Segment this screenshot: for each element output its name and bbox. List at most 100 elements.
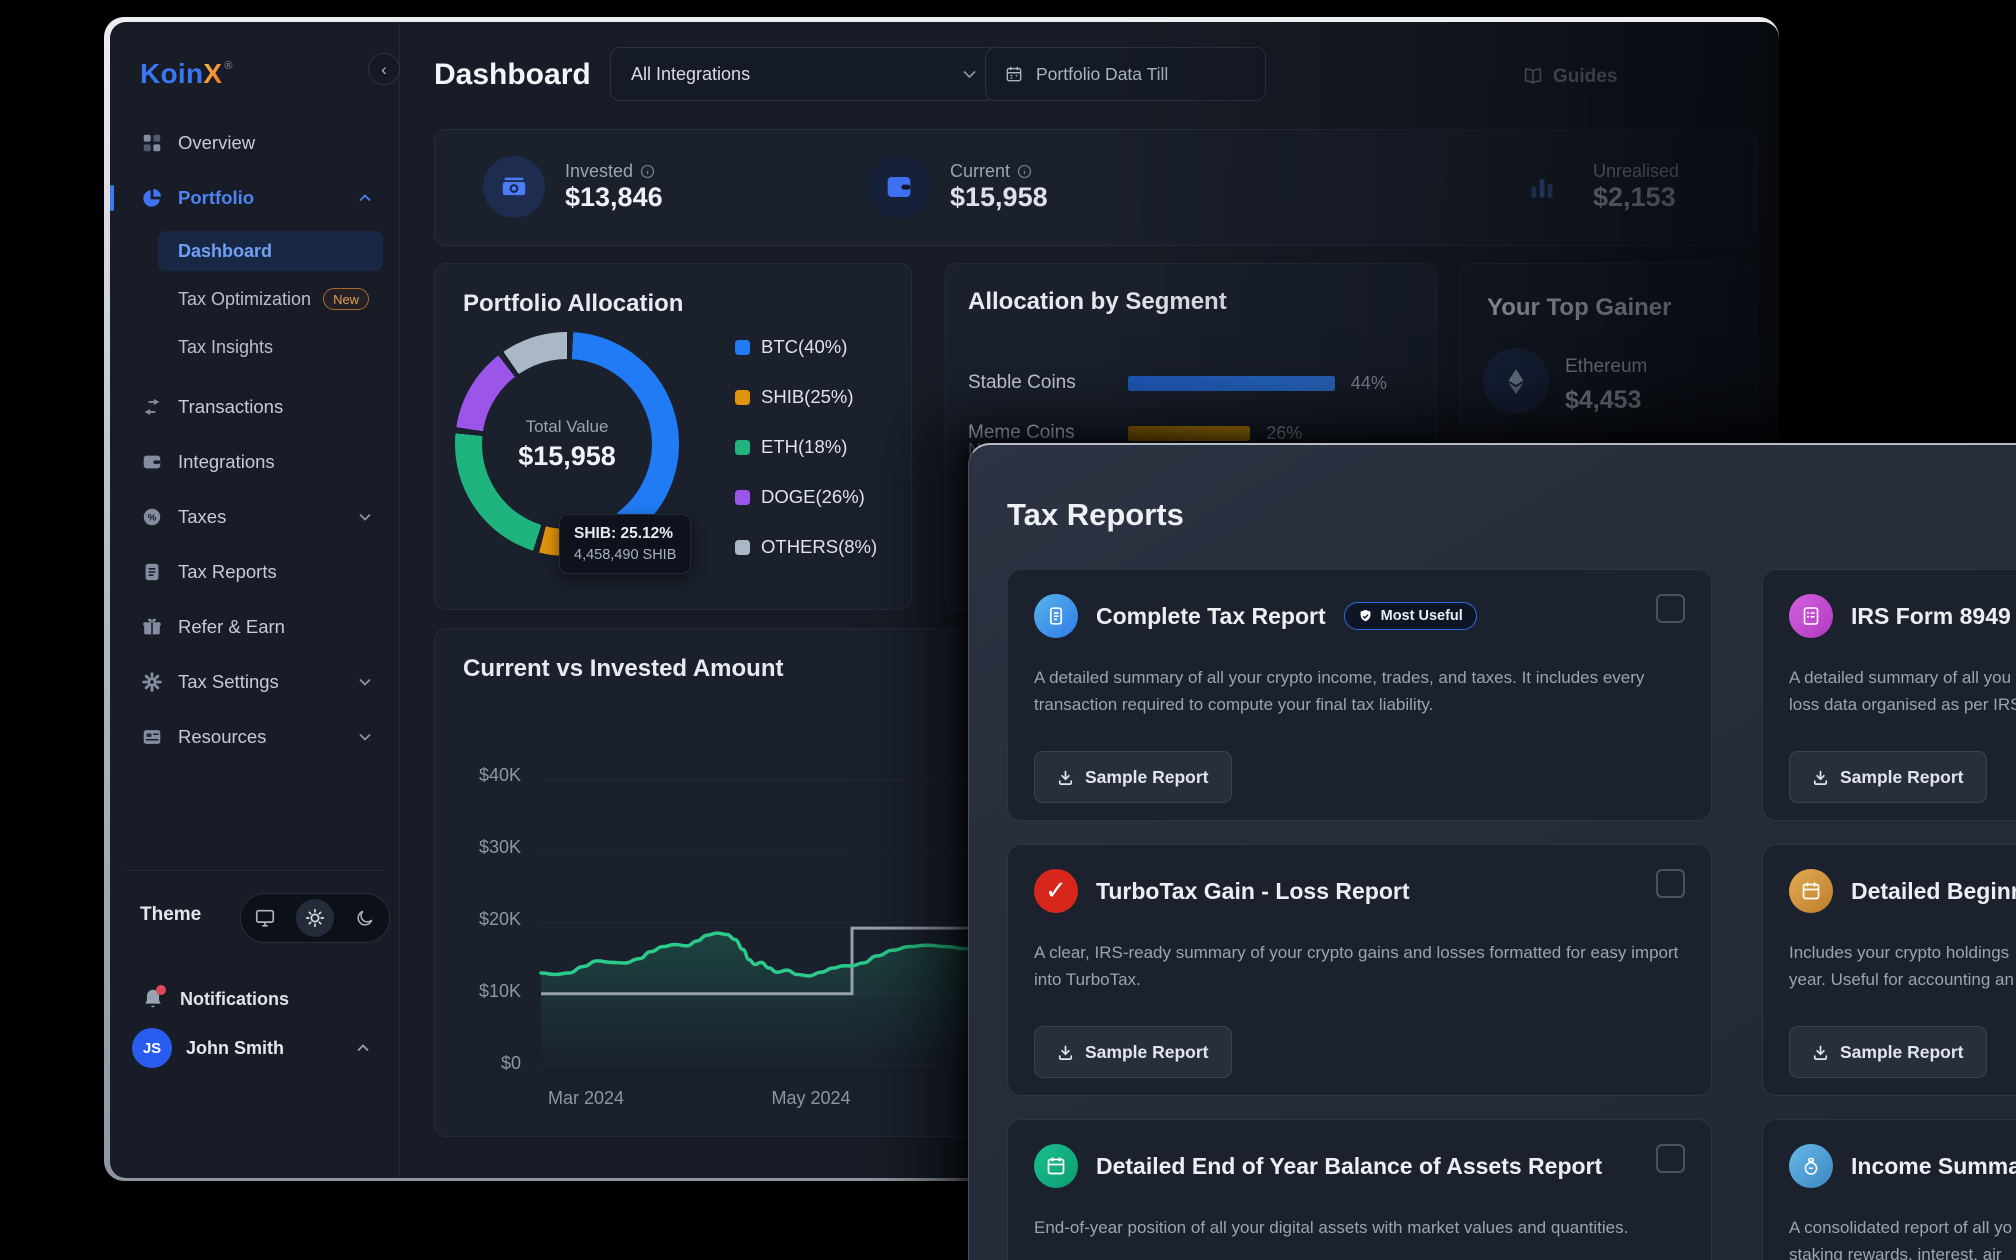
donut-tooltip: SHIB: 25.12% 4,458,490 SHIB bbox=[559, 514, 692, 574]
report-description: A consolidated report of all yo staking … bbox=[1789, 1214, 2016, 1260]
portfolio-data-till-button[interactable]: Portfolio Data Till bbox=[985, 47, 1266, 101]
cash-icon bbox=[483, 156, 545, 218]
shield-icon bbox=[1360, 609, 1371, 621]
stat-unrealised: Unrealised $2,153 bbox=[1511, 156, 1679, 218]
portfolio-stats-row: Invested $13,846 Current $15,958 bbox=[434, 129, 1757, 246]
chevron-up-icon bbox=[357, 1044, 369, 1052]
report-card-income-summary: Income Summar A consolidated report of a… bbox=[1762, 1119, 2016, 1260]
segment-label: Stable Coins bbox=[968, 372, 1076, 393]
chevron-up-icon bbox=[359, 194, 371, 202]
legend-label: OTHERS(8%) bbox=[761, 536, 878, 557]
sidebar-item-taxes[interactable]: % Taxes bbox=[126, 495, 383, 539]
sidebar-collapse-button[interactable]: ‹ bbox=[368, 53, 400, 85]
report-title: Complete Tax Report bbox=[1096, 602, 1326, 629]
sidebar-item-tax-optimization[interactable]: Tax Optimization New bbox=[158, 279, 383, 319]
report-title: IRS Form 8949 bbox=[1851, 602, 2011, 629]
report-card-complete-tax: Complete Tax Report Most Useful A detail… bbox=[1007, 569, 1712, 821]
notifications-item[interactable]: Notifications bbox=[140, 979, 383, 1019]
x-axis-label: May 2024 bbox=[771, 1088, 851, 1108]
avatar: JS bbox=[132, 1028, 172, 1068]
svg-text:%: % bbox=[148, 512, 157, 523]
legend-swatch bbox=[735, 339, 750, 355]
segment-value: 44% bbox=[1350, 372, 1387, 393]
report-checkbox[interactable] bbox=[1656, 869, 1685, 898]
report-checkbox[interactable] bbox=[1656, 1144, 1685, 1173]
chevron-left-icon: ‹ bbox=[381, 59, 387, 79]
chevron-down-icon bbox=[359, 513, 371, 521]
calendar-icon bbox=[1789, 869, 1833, 913]
money-bag-icon bbox=[1789, 1144, 1833, 1188]
report-description: A clear, IRS-ready summary of your crypt… bbox=[1034, 943, 1679, 990]
y-axis-tick: $20K bbox=[478, 909, 521, 929]
sidebar-item-label: Integrations bbox=[178, 451, 275, 472]
sidebar-item-portfolio[interactable]: Portfolio bbox=[110, 176, 383, 220]
total-value-label: Total Value bbox=[525, 416, 609, 436]
sidebar-item-tax-settings[interactable]: Tax Settings bbox=[126, 660, 383, 704]
report-title: Detailed Beginn bbox=[1851, 877, 2016, 904]
info-icon[interactable] bbox=[1017, 164, 1032, 179]
theme-label: Theme bbox=[140, 904, 202, 925]
sidebar-item-integrations[interactable]: Integrations bbox=[126, 440, 383, 484]
ethereum-icon bbox=[1483, 348, 1549, 414]
sample-report-button[interactable]: Sample Report bbox=[1034, 1026, 1232, 1078]
tooltip-line1: SHIB: 25.12% bbox=[574, 525, 674, 542]
total-value: $15,958 bbox=[518, 440, 616, 471]
user-name: John Smith bbox=[186, 1037, 284, 1058]
report-title: Income Summar bbox=[1851, 1152, 2016, 1179]
sidebar-item-dashboard[interactable]: Dashboard bbox=[158, 231, 383, 271]
sample-report-label: Sample Report bbox=[1085, 1041, 1209, 1062]
dark-theme-icon[interactable] bbox=[346, 899, 384, 937]
sidebar-nav: Overview Portfolio Dashboard Tax Optimiz… bbox=[110, 121, 383, 770]
description-line: A detailed summary of all you bbox=[1789, 668, 2012, 687]
y-axis-tick: $40K bbox=[478, 765, 521, 785]
tax-reports-title: Tax Reports bbox=[1007, 497, 1184, 532]
sidebar-item-transactions[interactable]: Transactions bbox=[126, 385, 383, 429]
sample-report-label: Sample Report bbox=[1085, 766, 1209, 787]
legend-label: DOGE(26%) bbox=[761, 486, 865, 507]
report-description: Includes your crypto holdings year. Usef… bbox=[1789, 939, 2016, 993]
stat-current: Current $15,958 bbox=[868, 156, 1048, 218]
integrations-dropdown[interactable]: All Integrations bbox=[610, 47, 997, 101]
legend-item: BTC(40%) bbox=[735, 336, 877, 358]
legend-label: ETH(18%) bbox=[761, 436, 848, 457]
sample-report-button[interactable]: Sample Report bbox=[1789, 751, 1987, 803]
turbotax-check-icon: ✓ bbox=[1034, 869, 1078, 913]
document-icon bbox=[140, 560, 164, 584]
sidebar-item-resources[interactable]: Resources bbox=[126, 715, 383, 759]
description-line: year. Useful for accounting an bbox=[1789, 970, 2014, 990]
form-icon bbox=[1789, 594, 1833, 638]
y-axis-tick: $0 bbox=[500, 1053, 521, 1073]
stat-label: Current bbox=[950, 161, 1011, 181]
light-theme-icon[interactable] bbox=[296, 899, 334, 937]
legend-swatch bbox=[735, 539, 750, 555]
card-title: Current vs Invested Amount bbox=[463, 655, 784, 682]
x-axis-label: Mar 2024 bbox=[547, 1088, 625, 1108]
stat-value: $13,846 bbox=[565, 182, 663, 212]
stat-invested: Invested $13,846 bbox=[483, 156, 663, 218]
info-icon[interactable] bbox=[640, 164, 655, 179]
sidebar-item-refer-earn[interactable]: Refer & Earn bbox=[126, 605, 383, 649]
report-title: TurboTax Gain - Loss Report bbox=[1096, 877, 1410, 904]
sample-report-button[interactable]: Sample Report bbox=[1034, 751, 1232, 803]
description-line: loss data organised as per IRS bbox=[1789, 695, 2016, 715]
sidebar: KoinX ® ‹ Overview Portfolio bbox=[110, 22, 400, 1178]
user-menu[interactable]: JS John Smith bbox=[132, 1026, 383, 1070]
sidebar-item-label: Tax Insights bbox=[178, 336, 274, 357]
gift-icon bbox=[140, 615, 164, 639]
sidebar-item-tax-reports[interactable]: Tax Reports bbox=[126, 550, 383, 594]
y-axis-tick: $30K bbox=[478, 837, 521, 857]
description-line: Includes your crypto holdings bbox=[1789, 943, 2010, 962]
notification-dot bbox=[156, 985, 166, 995]
guides-button[interactable]: Guides bbox=[1522, 66, 1617, 88]
report-checkbox[interactable] bbox=[1656, 594, 1685, 623]
sidebar-item-label: Taxes bbox=[178, 506, 227, 527]
wallet-icon bbox=[140, 450, 164, 474]
theme-toggle[interactable] bbox=[240, 893, 390, 943]
sample-report-label: Sample Report bbox=[1840, 766, 1964, 787]
sidebar-item-overview[interactable]: Overview bbox=[126, 121, 383, 165]
system-theme-icon[interactable] bbox=[246, 899, 284, 937]
sidebar-item-tax-insights[interactable]: Tax Insights bbox=[158, 327, 383, 367]
sample-report-button[interactable]: Sample Report bbox=[1789, 1026, 1987, 1078]
legend-item: DOGE(26%) bbox=[735, 486, 877, 508]
integrations-dropdown-value: All Integrations bbox=[631, 63, 751, 84]
